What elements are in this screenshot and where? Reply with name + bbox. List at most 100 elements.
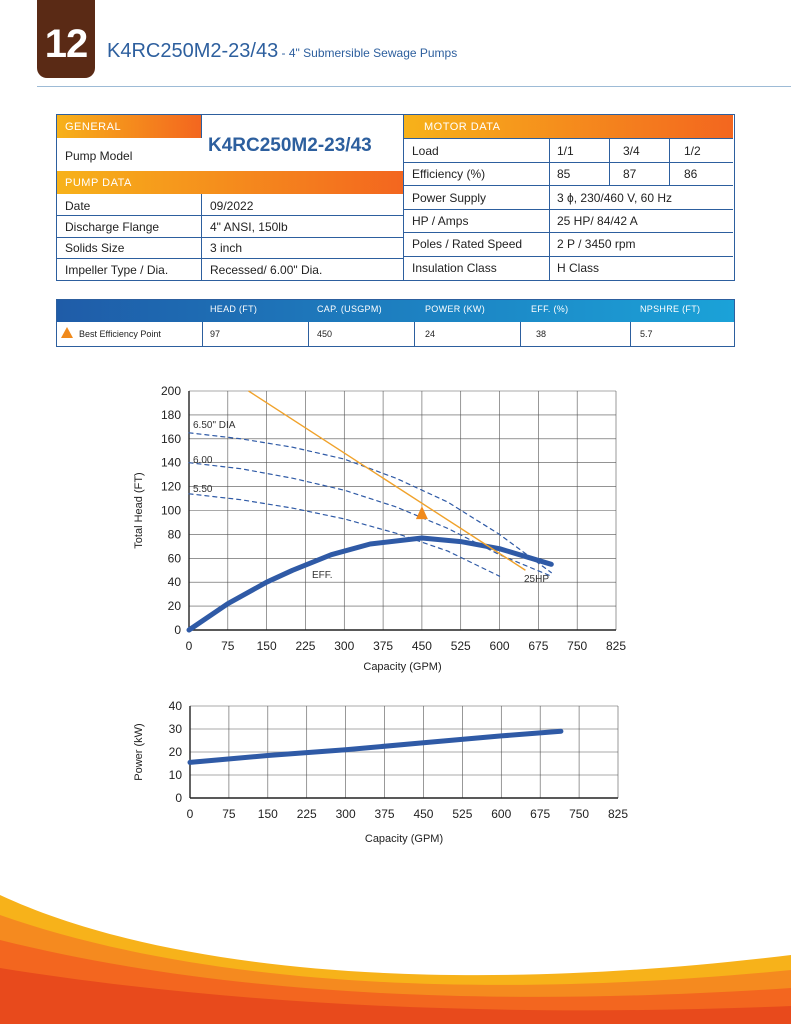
general-pump-data-table: GENERAL Pump Model K4RC250M2-23/43 PUMP … [56, 114, 404, 281]
x-tick-label: 825 [608, 807, 628, 821]
efficiency-three-quarter: 87 [623, 167, 637, 181]
pump-model-label: Pump Model [65, 149, 133, 163]
table-divider [630, 322, 631, 346]
x-tick-label: 450 [413, 807, 433, 821]
y-tick-label: 180 [161, 408, 181, 422]
table-divider [404, 232, 733, 233]
motor-data-header-label: MOTOR DATA [424, 121, 501, 133]
table-divider [404, 162, 733, 163]
series-line-3 [186, 535, 554, 633]
x-tick-label: 750 [567, 639, 587, 653]
bep-header-npshre: NPSHRE (FT) [640, 304, 701, 314]
footer-swoosh [0, 895, 791, 1024]
table-divider [308, 322, 309, 346]
x-tick-label: 375 [373, 639, 393, 653]
chart-annotation: 6.50" DIA [193, 420, 236, 431]
x-tick-label: 75 [222, 807, 236, 821]
bep-marker-icon [415, 506, 428, 520]
series-line-1 [188, 462, 552, 577]
x-tick-label: 150 [257, 639, 277, 653]
y-tick-label: 20 [169, 745, 183, 759]
load-three-quarter: 3/4 [623, 144, 640, 158]
y-tick-label: 160 [161, 432, 181, 446]
series-line-2 [188, 493, 501, 577]
solids-size-label: Solids Size [65, 241, 125, 255]
y-tick-label: 0 [174, 623, 181, 637]
y-tick-label: 200 [161, 384, 181, 398]
x-tick-label: 0 [187, 807, 194, 821]
pump-model-value: K4RC250M2-23/43 [208, 135, 372, 156]
page-number: 12 [44, 22, 88, 66]
pump-data-header-label: PUMP DATA [65, 177, 132, 189]
insulation-value: H Class [557, 261, 600, 275]
series-line-25hp [248, 390, 526, 571]
efficiency-half: 86 [684, 167, 698, 181]
bep-value-power: 24 [425, 329, 436, 339]
x-axis-label: Capacity (GPM) [363, 661, 441, 673]
table-divider [414, 322, 415, 346]
table-divider [609, 138, 610, 185]
x-axis-label: Capacity (GPM) [365, 833, 443, 845]
bep-value-head: 97 [210, 329, 221, 339]
date-value: 09/2022 [210, 199, 254, 213]
bep-header-power: POWER (KW) [425, 304, 485, 314]
table-divider [669, 138, 670, 185]
x-tick-label: 600 [491, 807, 511, 821]
discharge-flange-value: 4" ANSI, 150lb [210, 220, 288, 234]
chart-annotation: 5.50 [193, 484, 213, 495]
page-subtitle: - 4" Submersible Sewage Pumps [278, 46, 458, 60]
y-tick-label: 20 [168, 599, 182, 613]
bep-value-cap: 450 [317, 329, 333, 339]
motor-data-table: MOTOR DATA Load 1/1 3/4 1/2 Efficiency (… [404, 114, 735, 281]
impeller-label: Impeller Type / Dia. [65, 263, 169, 277]
page-number-badge: 12 [37, 0, 95, 78]
chart-annotation: 25HP [524, 574, 549, 585]
x-tick-label: 675 [530, 807, 550, 821]
bep-header-eff: EFF. (%) [531, 304, 569, 314]
bep-header-cap: CAP. (USGPM) [317, 304, 382, 314]
table-divider [404, 209, 733, 210]
solids-size-value: 3 inch [210, 241, 243, 255]
bep-row-label: Best Efficiency Point [79, 329, 161, 339]
x-tick-label: 150 [258, 807, 278, 821]
bep-table: HEAD (FT) CAP. (USGPM) POWER (KW) EFF. (… [56, 299, 735, 347]
series-line-0 [188, 432, 552, 574]
impeller-value: Recessed/ 6.00" Dia. [210, 263, 323, 277]
insulation-label: Insulation Class [412, 261, 497, 275]
x-tick-label: 750 [569, 807, 589, 821]
bep-value-eff: 38 [536, 329, 547, 339]
header-divider [37, 86, 791, 87]
efficiency-full: 85 [557, 167, 571, 181]
x-tick-label: 75 [221, 639, 235, 653]
y-tick-label: 140 [161, 456, 181, 470]
date-label: Date [65, 199, 91, 213]
power-supply-value: 3 ϕ, 230/460 V, 60 Hz [557, 191, 673, 205]
x-tick-label: 225 [297, 807, 317, 821]
chart-annotation: EFF. [312, 570, 333, 581]
page-title: K4RC250M2-23/43 - 4" Submersible Sewage … [107, 40, 457, 63]
bep-header-row [57, 300, 734, 322]
load-half: 1/2 [684, 144, 701, 158]
y-tick-label: 60 [168, 551, 182, 565]
general-header: GENERAL [57, 115, 201, 138]
table-divider [201, 115, 202, 138]
power-supply-label: Power Supply [412, 191, 487, 205]
efficiency-label: Efficiency (%) [412, 167, 486, 181]
hp-amps-label: HP / Amps [412, 214, 469, 228]
x-tick-label: 450 [412, 639, 432, 653]
hp-amps-value: 25 HP/ 84/42 A [557, 214, 638, 228]
table-divider [57, 215, 403, 216]
table-divider [404, 185, 733, 186]
x-tick-label: 600 [490, 639, 510, 653]
chart-annotation: 6.00 [193, 455, 213, 466]
bep-value-npshre: 5.7 [640, 329, 653, 339]
x-tick-label: 375 [375, 807, 395, 821]
motor-data-header: MOTOR DATA [404, 115, 733, 138]
y-tick-label: 10 [169, 768, 183, 782]
x-tick-label: 225 [295, 639, 315, 653]
table-divider [57, 237, 403, 238]
bep-triangle-icon [61, 327, 73, 338]
x-tick-label: 525 [452, 807, 472, 821]
table-divider [404, 256, 733, 257]
